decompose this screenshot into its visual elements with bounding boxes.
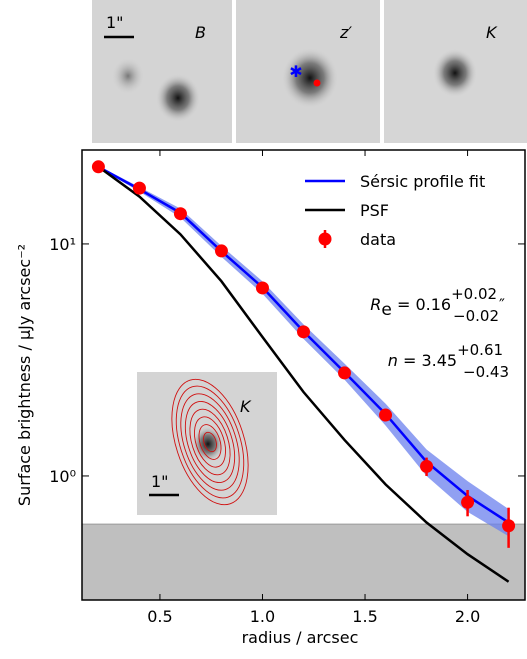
inset: 1" K [137,372,277,515]
blob [156,74,200,122]
data-point [255,281,269,295]
x-tick-label: 1.5 [352,607,377,626]
blob [433,49,477,97]
axes-frame [81,149,526,601]
marker [313,79,321,87]
y-axis-label: Surface brightness / μJy arcsec⁻² [15,244,34,506]
y-tick-label: 10¹ [49,235,76,254]
y-tick-label: 10⁰ [49,467,76,486]
data-point [461,495,475,509]
data-point [502,519,516,533]
annotation: Re = 0.16+0.02 −0.02″ [370,285,505,325]
data-point [297,325,310,339]
x-tick-label: 2.0 [455,607,480,626]
band-label: B [195,23,206,42]
legend-label: Sérsic profile fit [360,172,485,191]
legend-label: data [360,230,396,249]
fit-band [98,165,509,537]
x-tick-label: 1.0 [250,607,275,626]
data-point [379,408,393,422]
band-label: K [240,397,252,416]
thumbnails: 1" B ✱ z′ K [92,0,527,143]
background-region [82,524,525,600]
blob [192,426,224,462]
data-point [132,181,146,195]
scale-label: 1" [106,13,124,32]
scale-label: 1" [151,472,169,491]
plot-area: 0.5 1.0 1.5 2.0 10⁰ 10¹ Sérsic profile fit PSF d… [49,149,526,626]
blob [282,48,338,108]
legend-label: PSF [360,201,389,220]
x-axis-label: radius / arcsec [242,628,359,647]
band-label: z′ [339,23,352,42]
data-point [338,366,352,380]
x-tick-label: 0.5 [147,607,172,626]
contours [171,378,249,506]
blob [112,58,144,94]
data-point [214,244,228,258]
data-point [91,160,105,174]
data-point [173,207,187,221]
band-label: K [486,23,498,42]
data-point [420,459,434,473]
psf-line [97,165,510,583]
legend-swatch [318,232,332,246]
marker: ✱ [289,62,302,81]
annotation: n = 3.45+0.61 −0.43 [388,341,509,381]
